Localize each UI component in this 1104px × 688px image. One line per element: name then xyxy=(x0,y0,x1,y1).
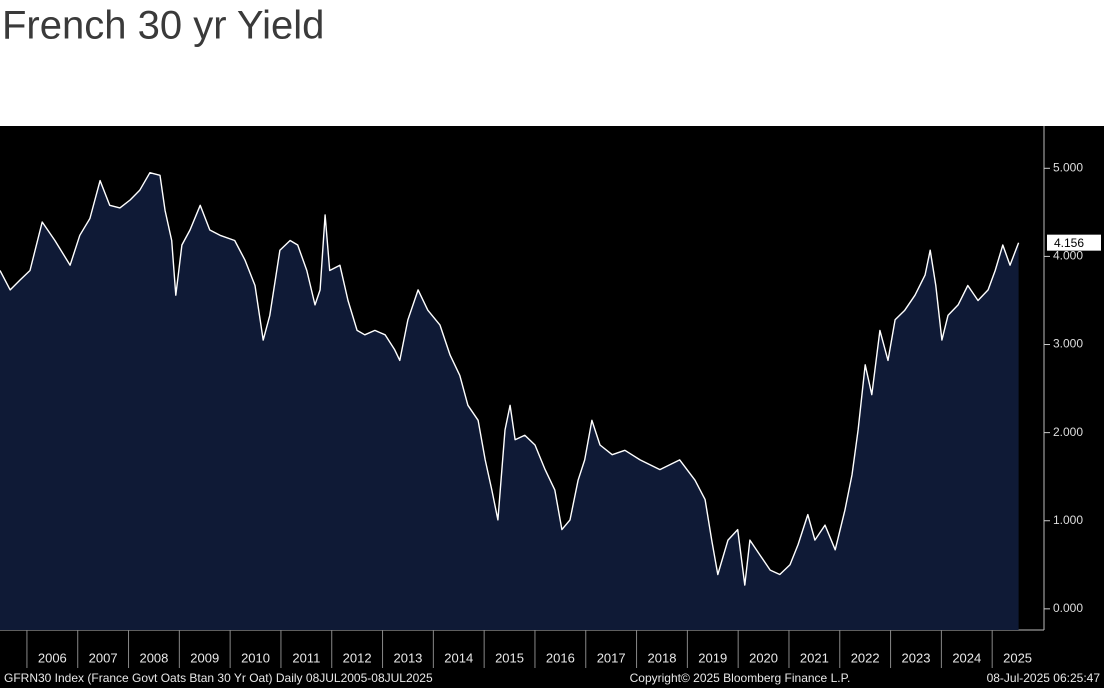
x-tick-label: 2019 xyxy=(698,650,727,665)
x-tick-label: 2007 xyxy=(89,650,118,665)
x-tick-label: 2011 xyxy=(292,650,320,665)
x-tick-label: 2013 xyxy=(393,650,422,665)
x-tick-label: 2017 xyxy=(597,650,626,665)
chart-title: French 30 yr Yield xyxy=(2,4,324,48)
x-tick-label: 2009 xyxy=(190,650,219,665)
x-tick-label: 2006 xyxy=(38,650,67,665)
footer-right: 08-Jul-2025 06:25:47 xyxy=(987,671,1101,685)
last-value-box xyxy=(1047,234,1101,251)
line xyxy=(0,172,1020,586)
y-tick-label: 3.000 xyxy=(1053,337,1083,351)
x-tick-label: 2018 xyxy=(648,650,677,665)
footer-center: Copyright© 2025 Bloomberg Finance L.P. xyxy=(630,671,851,685)
header-bg xyxy=(0,0,1104,126)
x-tick-label: 2024 xyxy=(952,650,981,665)
x-tick-label: 2023 xyxy=(902,650,931,665)
last-value-label: 4.156 xyxy=(1054,236,1084,250)
x-tick-label: 2016 xyxy=(546,650,575,665)
x-tick-label: 2014 xyxy=(444,650,473,665)
x-tick-label: 2021 xyxy=(800,650,829,665)
x-tick-label: 2020 xyxy=(749,650,778,665)
x-tick-label: 2022 xyxy=(851,650,880,665)
footer-left: GFRN30 Index (France Govt Oats Btan 30 Y… xyxy=(4,671,433,685)
x-tick-label: 2015 xyxy=(495,650,524,665)
x-tick-label: 2012 xyxy=(343,650,372,665)
y-tick-label: 0.000 xyxy=(1053,601,1083,615)
x-tick-label: 2008 xyxy=(139,650,168,665)
y-tick-label: 2.000 xyxy=(1053,425,1083,439)
y-tick-label: 5.000 xyxy=(1053,160,1083,174)
x-tick-label: 2010 xyxy=(241,650,270,665)
x-tick-label: 2025 xyxy=(1003,650,1032,665)
y-tick-label: 4.000 xyxy=(1053,249,1083,263)
y-tick-label: 1.000 xyxy=(1053,513,1083,527)
